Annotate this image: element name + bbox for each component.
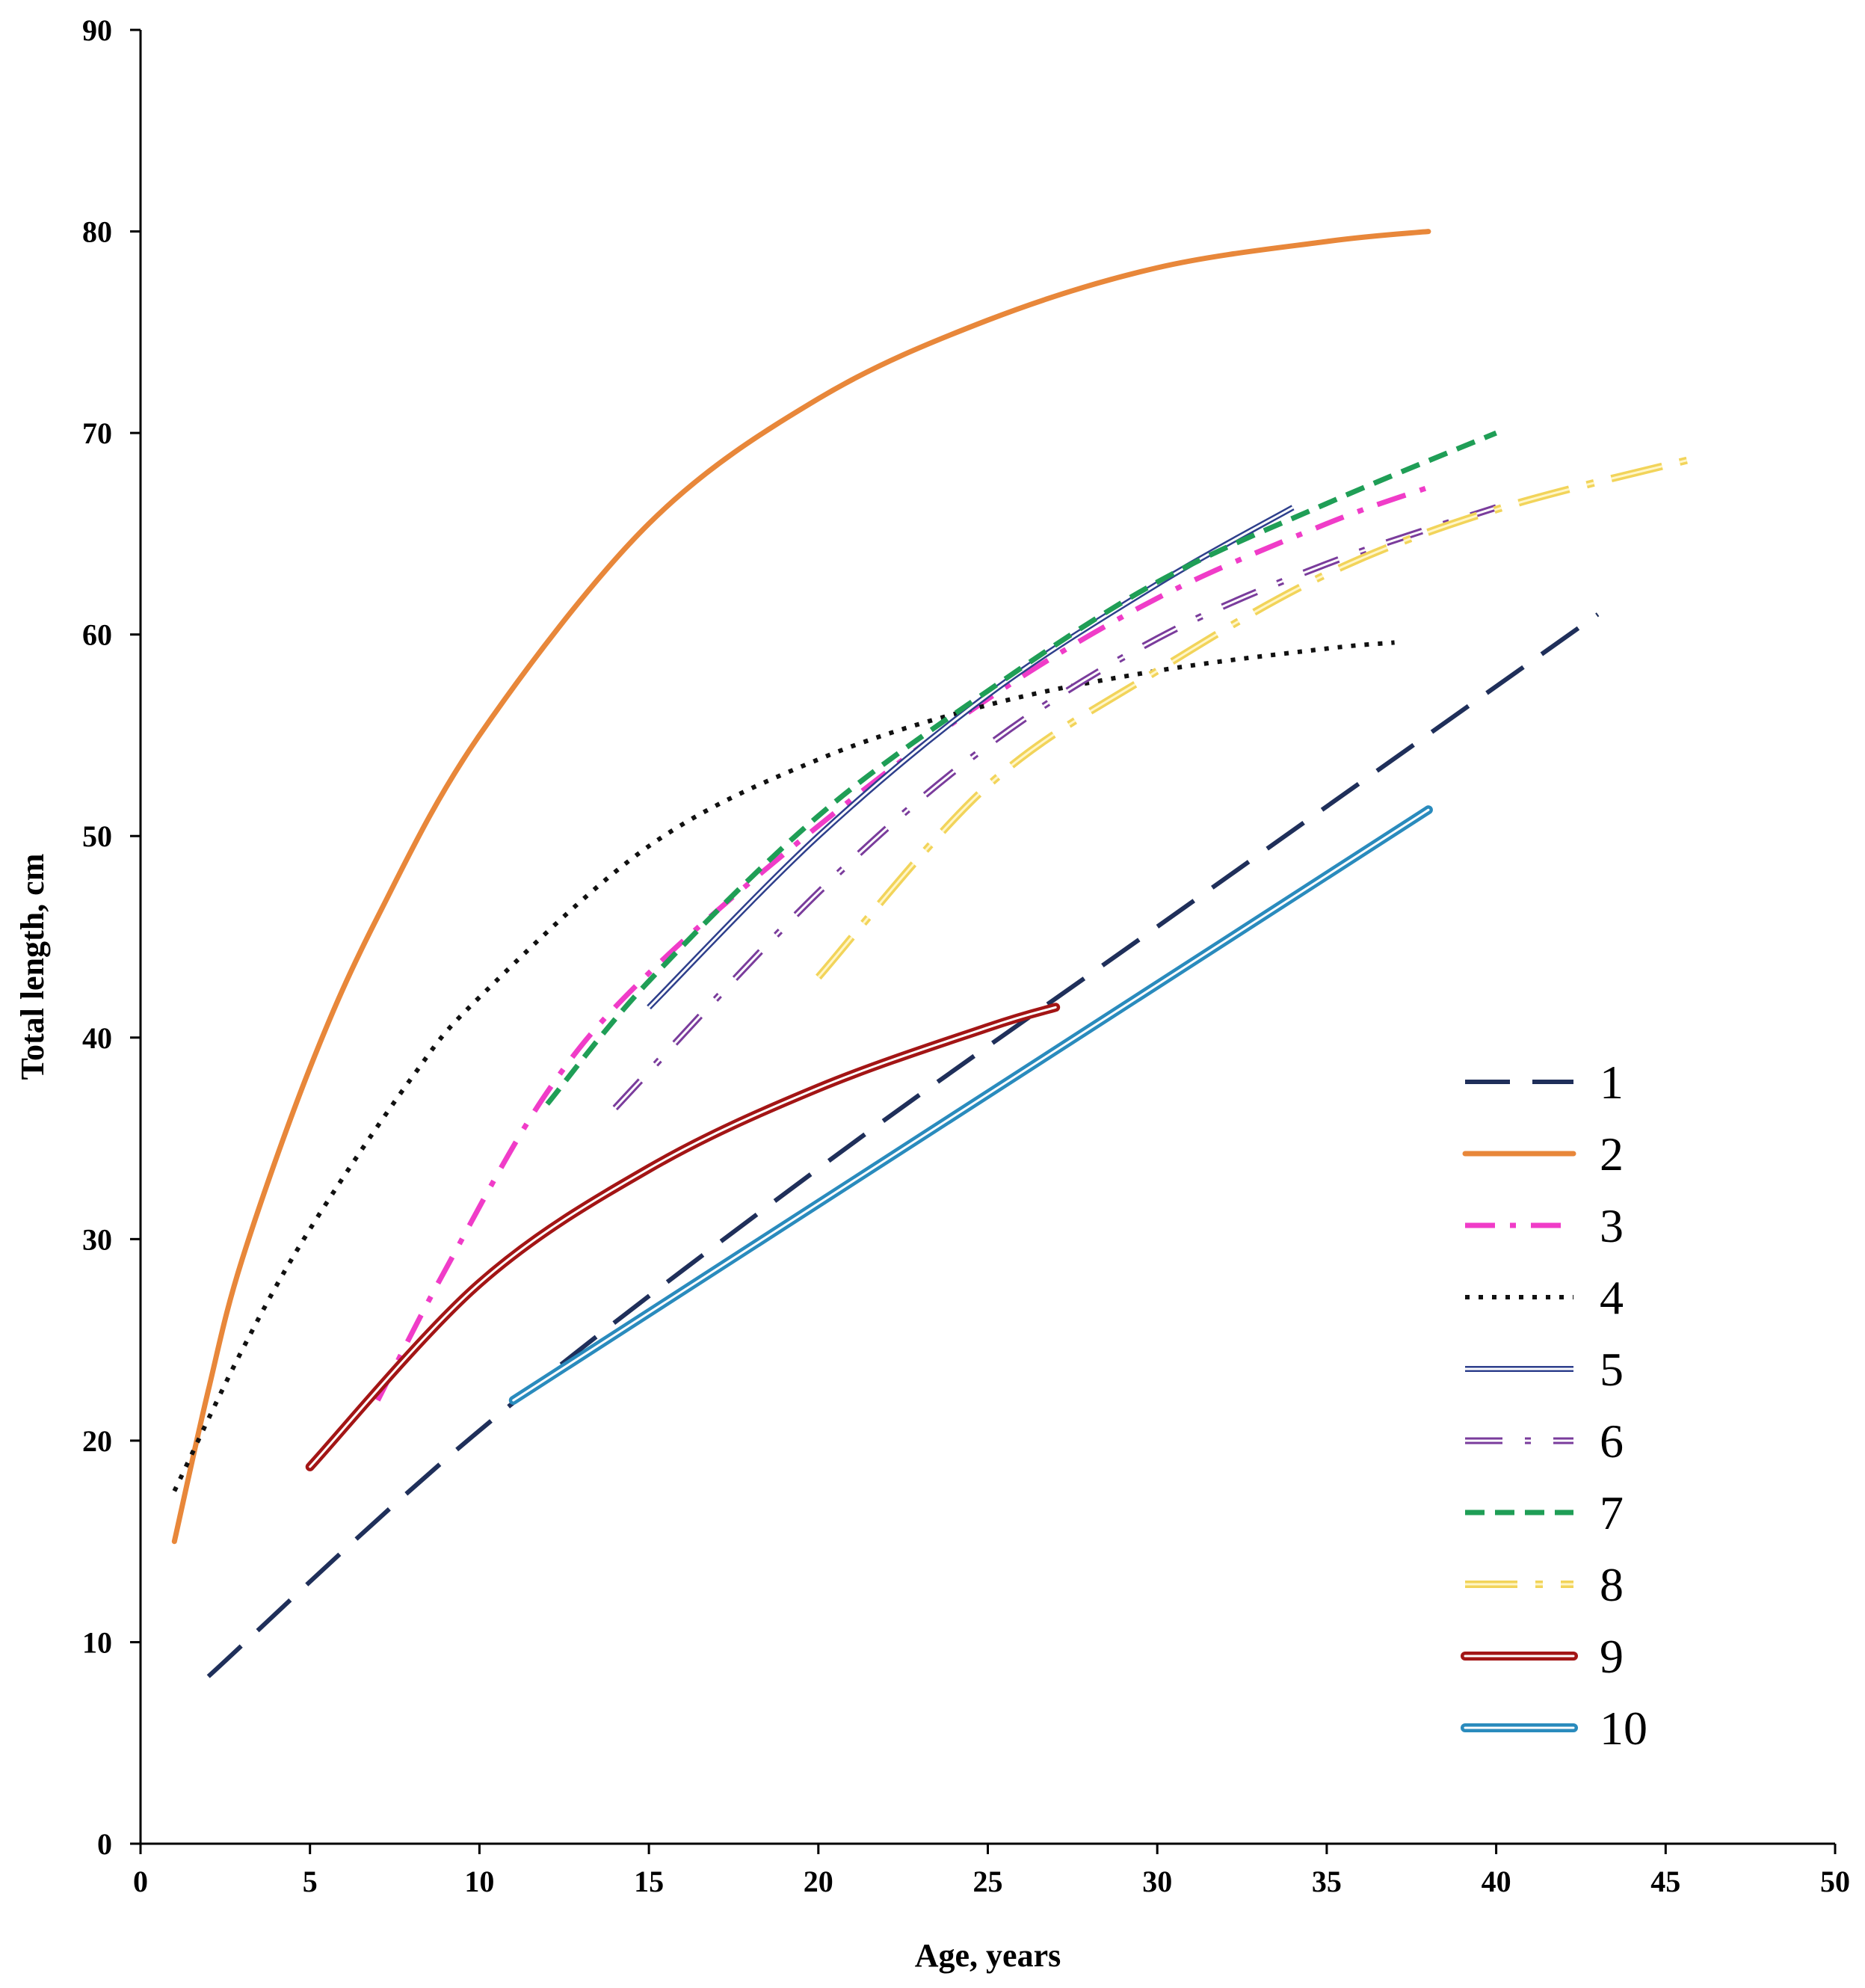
y-axis-title: Total length, cm: [14, 854, 51, 1080]
series-1-line: [206, 612, 1600, 1678]
series-5-stroke: [648, 506, 1294, 1009]
legend-item-5: 5: [1465, 1343, 1624, 1396]
series-curves: [171, 229, 1701, 1678]
series-6-line: [612, 504, 1498, 1111]
legend-item-3: 3: [1465, 1199, 1624, 1252]
legend-item-9: 9: [1461, 1630, 1624, 1683]
x-tick-label: 5: [303, 1865, 318, 1898]
series-1-stroke: [206, 612, 1600, 1678]
x-tick-label: 20: [804, 1865, 833, 1898]
legend-label: 1: [1600, 1056, 1624, 1109]
series-7-stroke: [545, 430, 1497, 1106]
y-tick-label: 0: [97, 1827, 112, 1861]
x-tick-label: 10: [464, 1865, 494, 1898]
legend-label: 4: [1600, 1271, 1624, 1324]
y-tick-label: 70: [82, 416, 112, 450]
y-tick-label: 80: [82, 215, 112, 249]
series-7-line: [545, 430, 1497, 1106]
series-8-stroke: [816, 453, 1701, 980]
x-tick-label: 40: [1482, 1865, 1511, 1898]
y-tick-label: 30: [82, 1222, 112, 1256]
legend-item-4: 4: [1465, 1271, 1624, 1324]
x-ticks: 0 5 10 15 20 25 30 35 40 45 50: [133, 1844, 1850, 1898]
y-tick-label: 60: [82, 618, 112, 652]
legend-label: 10: [1600, 1702, 1647, 1755]
legend-item-7: 7: [1465, 1486, 1624, 1539]
series-5-line: [647, 505, 1295, 1010]
series-8-line: [816, 453, 1701, 980]
x-tick-label: 15: [634, 1865, 664, 1898]
legend-item-2: 2: [1462, 1127, 1624, 1181]
series-9-stroke: [309, 1006, 1057, 1468]
series-8-stroke: [817, 456, 1700, 978]
legend-label: 3: [1600, 1199, 1624, 1252]
x-tick-label: 35: [1312, 1865, 1342, 1898]
y-tick-label: 50: [82, 819, 112, 853]
legend-label: 8: [1600, 1558, 1624, 1611]
legend-label: 9: [1600, 1630, 1624, 1683]
legend-item-1: 1: [1465, 1056, 1624, 1109]
legend-label: 2: [1600, 1127, 1624, 1181]
series-3-stroke: [375, 484, 1430, 1402]
legend: 1 2 3 4 5 6 7 8 9 10: [1461, 1056, 1647, 1755]
legend-item-10: 10: [1461, 1702, 1647, 1755]
series-2-stroke: [171, 229, 1431, 1545]
legend-label: 6: [1600, 1415, 1624, 1468]
series-9-line: [305, 1003, 1061, 1471]
x-tick-label: 45: [1650, 1865, 1680, 1898]
y-tick-label: 10: [82, 1625, 112, 1659]
series-4-line: [172, 640, 1395, 1492]
x-tick-label: 0: [133, 1865, 148, 1898]
y-tick-label: 20: [82, 1424, 112, 1458]
series-10-stroke: [512, 808, 1430, 1402]
legend-label: 7: [1600, 1486, 1624, 1539]
series-6-stroke: [614, 506, 1497, 1110]
legend-label: 5: [1600, 1343, 1624, 1396]
series-4-stroke: [172, 640, 1395, 1492]
y-tick-label: 40: [82, 1021, 112, 1055]
y-tick-label: 90: [82, 13, 112, 47]
legend-item-8: 8: [1465, 1558, 1624, 1611]
series-2-line: [171, 229, 1431, 1545]
series-10-line: [508, 805, 1433, 1405]
legend-item-6: 6: [1465, 1415, 1624, 1468]
x-tick-label: 50: [1820, 1865, 1850, 1898]
x-tick-label: 30: [1142, 1865, 1172, 1898]
y-ticks: 0 10 20 30 40 50 60 70 80 90: [82, 13, 141, 1861]
x-axis-title: Age, years: [915, 1937, 1061, 1974]
series-3-line: [375, 484, 1430, 1402]
series-5-stroke: [647, 505, 1295, 1010]
x-tick-label: 25: [973, 1865, 1003, 1898]
series-6-stroke: [612, 504, 1498, 1111]
